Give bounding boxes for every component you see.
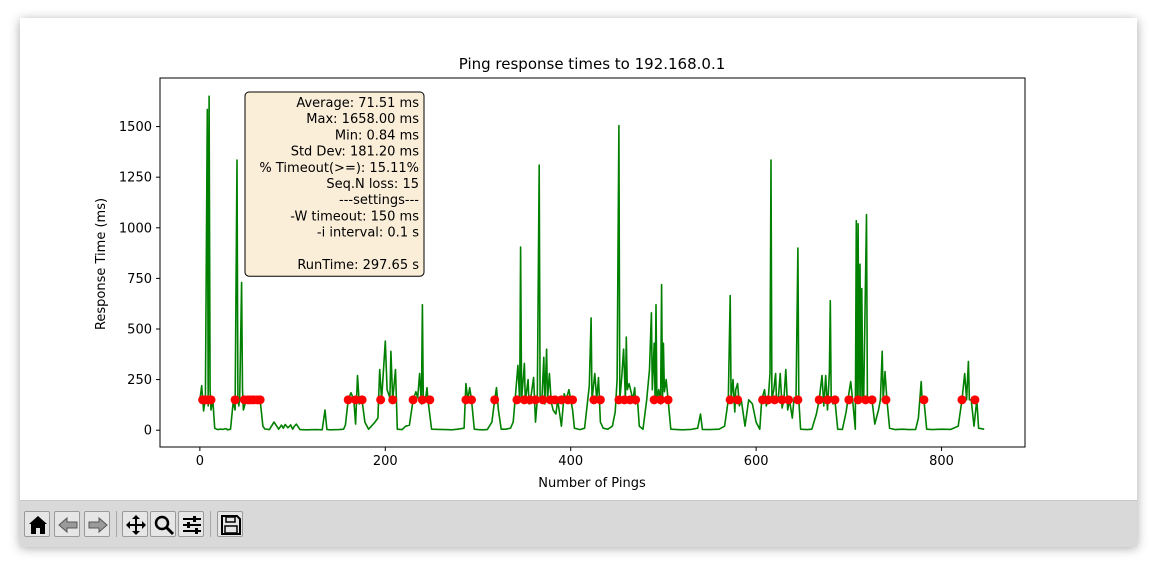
stats-annotation-line: Std Dev: 181.20 ms bbox=[291, 145, 420, 160]
timeout-marker bbox=[417, 395, 427, 405]
timeout-marker bbox=[490, 395, 500, 405]
y-tick-label: 0 bbox=[144, 424, 152, 439]
x-tick-label: 200 bbox=[373, 454, 398, 469]
timeout-marker bbox=[853, 395, 863, 405]
save-button[interactable] bbox=[217, 511, 243, 537]
timeout-marker bbox=[255, 395, 265, 405]
timeout-marker bbox=[919, 395, 929, 405]
stats-annotation-box bbox=[244, 91, 425, 277]
ping-chart: Ping response times to 192.168.0.1 0 200 4… bbox=[94, 55, 1026, 491]
timeout-marker bbox=[770, 395, 780, 405]
y-tick-label: 750 bbox=[127, 272, 152, 287]
timeout-marker bbox=[844, 395, 854, 405]
back-button[interactable] bbox=[54, 511, 80, 537]
x-tick-label: 400 bbox=[558, 454, 583, 469]
stats-annotation-line: Average: 71.51 ms bbox=[296, 96, 419, 111]
stats-annotation-line: RunTime: 297.65 s bbox=[297, 258, 419, 273]
timeout-marker bbox=[230, 395, 240, 405]
toolbar-separator bbox=[210, 511, 211, 537]
plot-window: Ping response times to 192.168.0.1 0 200 4… bbox=[20, 18, 1137, 547]
plot-area: 0 200 400 600 800 0 250 500 750 1000 1250 1500 Avera… bbox=[119, 77, 1026, 469]
timeout-marker bbox=[556, 395, 566, 405]
timeout-marker bbox=[538, 395, 548, 405]
figure-canvas: Ping response times to 192.168.0.1 0 200 4… bbox=[20, 18, 1137, 500]
timeout-marker bbox=[408, 395, 418, 405]
timeout-marker bbox=[351, 395, 361, 405]
timeout-marker bbox=[649, 395, 659, 405]
zoom-button[interactable] bbox=[150, 511, 176, 537]
timeout-marker bbox=[656, 395, 666, 405]
stats-annotation-line: Seq.N loss: 15 bbox=[326, 177, 419, 192]
configure-subplots-button[interactable] bbox=[178, 511, 204, 537]
timeout-marker bbox=[343, 395, 353, 405]
timeout-marker bbox=[357, 395, 367, 405]
zoom-icon bbox=[154, 515, 175, 536]
forward-arrow-icon bbox=[88, 516, 108, 534]
timeout-marker bbox=[733, 395, 743, 405]
x-tick-label: 0 bbox=[196, 454, 204, 469]
timeout-marker bbox=[881, 395, 891, 405]
stats-annotation-line: % Timeout(>=): 15.11% bbox=[259, 161, 419, 176]
response-time-line bbox=[199, 95, 985, 431]
y-axis-label: Response Time (ms) bbox=[94, 198, 109, 330]
timeout-marker bbox=[763, 395, 773, 405]
timeout-marker bbox=[867, 395, 877, 405]
pan-button[interactable] bbox=[122, 511, 148, 537]
pan-icon bbox=[126, 515, 146, 535]
timeout-marker bbox=[388, 395, 398, 405]
timeout-marker bbox=[595, 395, 605, 405]
timeout-marker bbox=[530, 395, 540, 405]
timeout-marker bbox=[823, 395, 833, 405]
stats-annotation-line: Max: 1658.00 ms bbox=[306, 112, 419, 127]
stats-annotation-line: Min: 0.84 ms bbox=[335, 128, 419, 143]
timeout-marker bbox=[206, 395, 216, 405]
timeout-marker bbox=[793, 395, 803, 405]
timeout-marker bbox=[957, 395, 967, 405]
stats-annotation-line: -W timeout: 150 ms bbox=[290, 209, 419, 224]
y-tick-label: 1250 bbox=[119, 171, 152, 186]
y-tick-label: 250 bbox=[127, 373, 152, 388]
timeout-marker bbox=[861, 395, 871, 405]
timeout-marker bbox=[725, 395, 735, 405]
timeout-marker bbox=[814, 395, 824, 405]
timeout-marker bbox=[663, 395, 673, 405]
home-icon bbox=[29, 516, 47, 534]
stats-annotation-line: ---settings--- bbox=[339, 193, 419, 208]
home-button[interactable] bbox=[24, 511, 50, 537]
timeout-marker bbox=[631, 395, 641, 405]
timeout-marker bbox=[777, 395, 787, 405]
y-tick-label: 500 bbox=[127, 322, 152, 337]
x-axis-label: Number of Pings bbox=[538, 476, 646, 491]
timeout-marker bbox=[425, 395, 435, 405]
save-icon bbox=[221, 515, 241, 535]
x-tick-label: 800 bbox=[929, 454, 954, 469]
x-tick-label: 600 bbox=[744, 454, 769, 469]
toolbar bbox=[20, 500, 1137, 547]
back-arrow-icon bbox=[58, 516, 78, 534]
y-tick-label: 1000 bbox=[119, 221, 152, 236]
timeout-marker bbox=[512, 395, 522, 405]
timeout-marker bbox=[376, 395, 386, 405]
forward-button[interactable] bbox=[84, 511, 110, 537]
timeout-marker bbox=[830, 395, 840, 405]
timeout-marker bbox=[568, 395, 578, 405]
timeout-marker bbox=[784, 395, 794, 405]
y-tick-label: 1500 bbox=[119, 120, 152, 135]
timeout-marker bbox=[550, 395, 560, 405]
stats-annotation-line: -i interval: 0.1 s bbox=[317, 226, 419, 241]
toolbar-separator bbox=[116, 511, 117, 537]
chart-title: Ping response times to 192.168.0.1 bbox=[459, 55, 726, 73]
timeout-marker bbox=[970, 395, 980, 405]
configure-subplots-icon bbox=[183, 516, 201, 534]
timeout-marker bbox=[589, 395, 599, 405]
timeout-marker bbox=[467, 395, 477, 405]
